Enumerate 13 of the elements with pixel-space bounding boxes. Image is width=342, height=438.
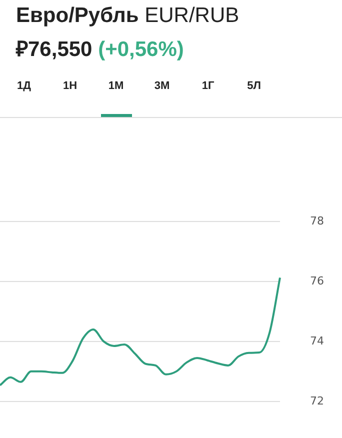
line-series — [0, 276, 281, 386]
text: 1Г — [202, 80, 214, 92]
text: 1М — [108, 80, 124, 92]
y-tick-label: 74 — [310, 334, 324, 348]
chart-title: Евро/Рубль EUR/RUB — [16, 4, 240, 28]
text: 3М — [154, 80, 170, 92]
y-tick-label: 72 — [310, 394, 324, 408]
chart-subtitle: ₽76,550 (+0,56%) — [16, 37, 184, 62]
y-tick-label: 76 — [310, 274, 324, 288]
text: 1Д — [17, 80, 31, 92]
text: 1Н — [62, 80, 78, 92]
y-tick-label: 78 — [310, 214, 324, 228]
text: 5Л — [247, 80, 261, 92]
